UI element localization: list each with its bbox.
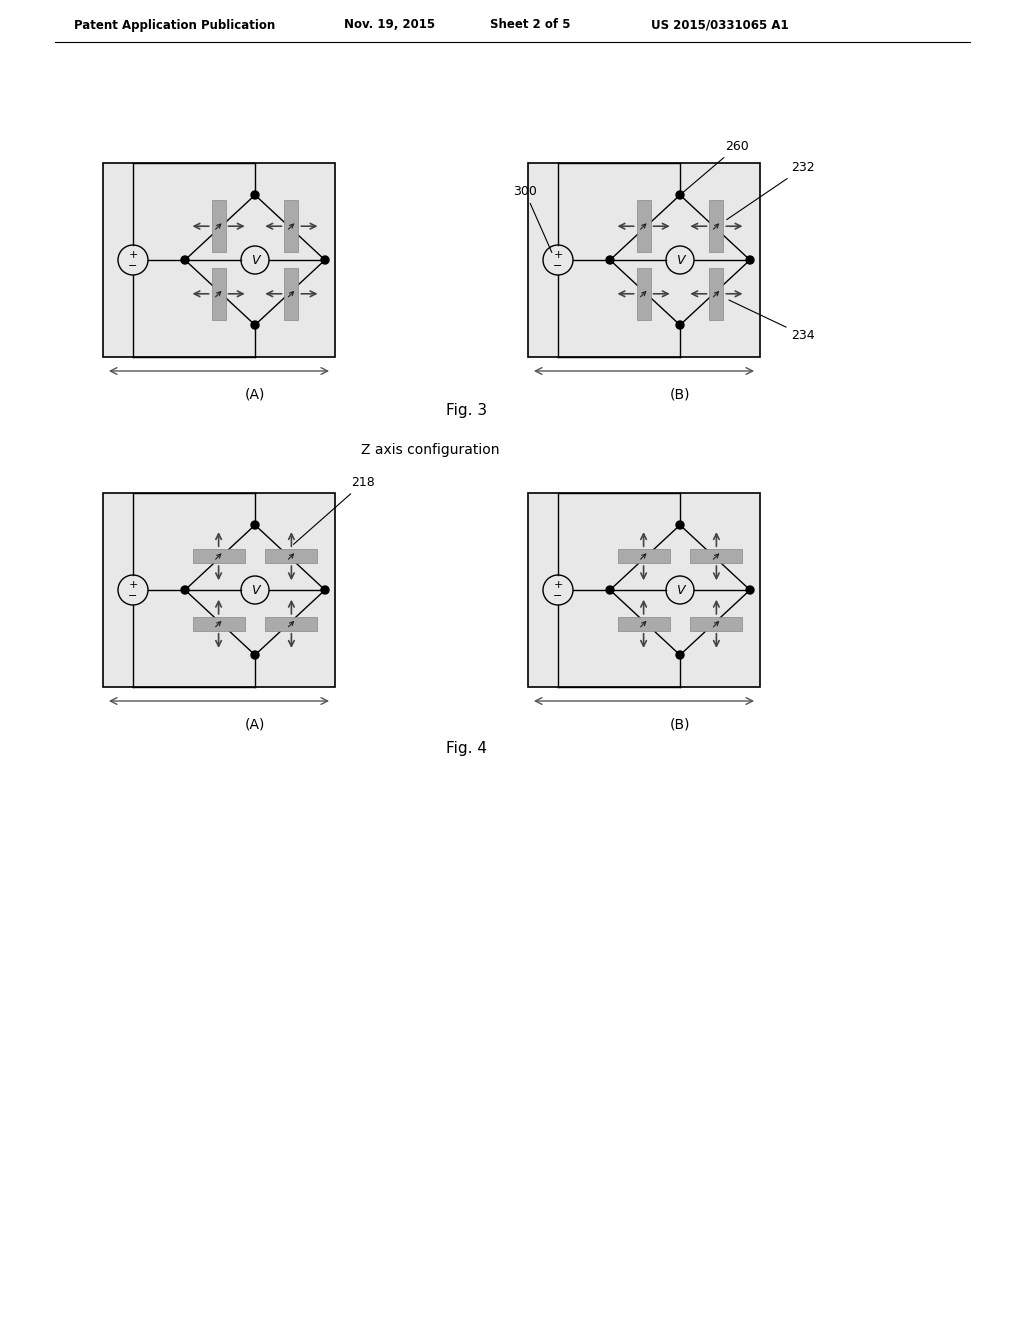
Text: (B): (B) <box>670 718 690 733</box>
Bar <box>265 616 317 631</box>
Bar <box>637 268 650 319</box>
Bar <box>710 268 723 319</box>
Text: −: − <box>553 591 562 601</box>
Text: V: V <box>676 583 684 597</box>
Circle shape <box>676 321 684 329</box>
Circle shape <box>606 256 614 264</box>
Bar <box>617 549 670 564</box>
Bar <box>690 616 742 631</box>
Circle shape <box>251 651 259 659</box>
Text: 234: 234 <box>729 300 815 342</box>
Bar <box>285 201 298 252</box>
Bar <box>617 616 670 631</box>
Bar <box>528 162 760 356</box>
Text: (A): (A) <box>245 718 265 733</box>
Circle shape <box>251 191 259 199</box>
Text: Sheet 2 of 5: Sheet 2 of 5 <box>489 18 570 32</box>
Text: +: + <box>553 579 562 590</box>
Text: 232: 232 <box>727 161 815 219</box>
Text: Patent Application Publication: Patent Application Publication <box>75 18 275 32</box>
Text: −: − <box>128 261 137 271</box>
Bar <box>528 492 760 686</box>
Circle shape <box>181 256 189 264</box>
Circle shape <box>676 191 684 199</box>
Text: 300: 300 <box>513 185 552 252</box>
Text: −: − <box>128 591 137 601</box>
Bar <box>193 616 245 631</box>
Bar <box>637 201 650 252</box>
Circle shape <box>676 521 684 529</box>
Text: V: V <box>251 253 259 267</box>
Bar <box>710 201 723 252</box>
Circle shape <box>181 586 189 594</box>
Text: Nov. 19, 2015: Nov. 19, 2015 <box>344 18 435 32</box>
Bar <box>285 268 298 319</box>
Circle shape <box>746 256 754 264</box>
Circle shape <box>676 651 684 659</box>
Text: −: − <box>553 261 562 271</box>
Bar <box>212 268 225 319</box>
Bar <box>103 162 335 356</box>
Text: +: + <box>553 249 562 260</box>
Text: Fig. 3: Fig. 3 <box>446 404 487 418</box>
Circle shape <box>321 256 329 264</box>
Circle shape <box>251 521 259 529</box>
Bar <box>103 492 335 686</box>
Circle shape <box>746 586 754 594</box>
Text: 260: 260 <box>682 140 749 193</box>
Text: V: V <box>251 583 259 597</box>
Text: +: + <box>128 249 137 260</box>
Bar <box>212 201 225 252</box>
Text: Z axis configuration: Z axis configuration <box>360 444 500 457</box>
Circle shape <box>251 321 259 329</box>
Bar <box>690 549 742 564</box>
Circle shape <box>606 586 614 594</box>
Text: Fig. 4: Fig. 4 <box>446 742 487 756</box>
Circle shape <box>321 586 329 594</box>
Text: (B): (B) <box>670 388 690 403</box>
Bar <box>193 549 245 564</box>
Text: V: V <box>676 253 684 267</box>
Text: 218: 218 <box>294 477 375 544</box>
Text: US 2015/0331065 A1: US 2015/0331065 A1 <box>651 18 788 32</box>
Text: +: + <box>128 579 137 590</box>
Text: (A): (A) <box>245 388 265 403</box>
Bar <box>265 549 317 564</box>
